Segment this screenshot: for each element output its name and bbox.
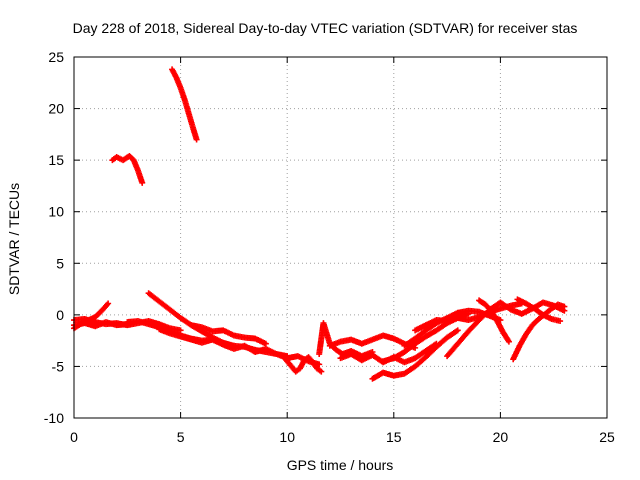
- y-tick-label: 20: [48, 101, 64, 117]
- plot-frame: [73, 56, 608, 419]
- series-track-1: [169, 66, 200, 143]
- y-tick-label: 5: [56, 255, 64, 271]
- data-point: [105, 300, 112, 307]
- series-track-13: [337, 340, 440, 366]
- series-track-20: [510, 301, 568, 363]
- series-track-9: [188, 322, 269, 347]
- data-points: [71, 66, 568, 382]
- y-tick-label: -5: [52, 358, 65, 374]
- y-tick-label: 15: [48, 152, 64, 168]
- series-track-14: [369, 327, 461, 382]
- y-tick-label: 0: [56, 307, 64, 323]
- y-axis-label: SDTVAR / TECUs: [6, 183, 22, 295]
- data-point: [262, 340, 269, 347]
- series-track-10: [279, 353, 325, 375]
- x-tick-label: 0: [70, 429, 78, 445]
- x-tick-label: 15: [386, 429, 402, 445]
- data-point: [557, 318, 564, 325]
- data-point: [139, 179, 146, 186]
- grid-lines: [74, 57, 607, 418]
- data-point: [318, 368, 325, 375]
- y-tick-label: -10: [44, 410, 64, 426]
- x-tick-label: 5: [177, 429, 185, 445]
- x-axis-label: GPS time / hours: [287, 457, 394, 473]
- axis-ticks: 0 5 10 15 20 25 -10 -5 0 5 10 15 20 25: [44, 49, 615, 445]
- y-tick-label: 10: [48, 204, 64, 220]
- series-track-19: [476, 297, 512, 345]
- data-point: [454, 327, 461, 334]
- series-track-21: [514, 296, 564, 325]
- series-track-6: [71, 319, 131, 330]
- data-point: [561, 303, 568, 310]
- chart-title: Day 228 of 2018, Sidereal Day-to-day VTE…: [73, 20, 578, 36]
- x-tick-label: 20: [493, 429, 509, 445]
- data-point: [177, 327, 184, 334]
- series-track-2: [109, 153, 146, 186]
- series-track-11: [316, 320, 376, 360]
- data-point: [505, 338, 512, 345]
- x-tick-label: 10: [279, 429, 295, 445]
- y-tick-label: 25: [48, 49, 64, 65]
- data-point: [193, 136, 200, 143]
- x-tick-label: 25: [599, 429, 615, 445]
